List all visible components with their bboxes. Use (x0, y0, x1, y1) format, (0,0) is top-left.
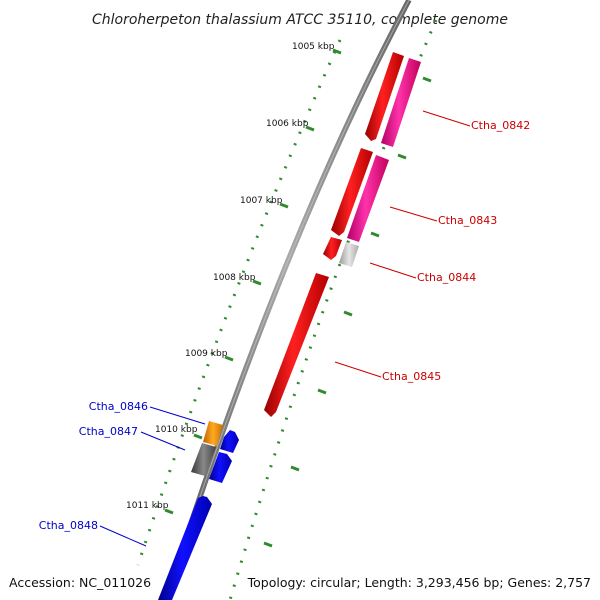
forward-leaders (334, 110, 471, 378)
footer-right-bg (255, 570, 600, 592)
genome-summary-text: Topology: circular; Length: 3,293,456 bp… (247, 575, 591, 590)
reverse-leaders (99, 406, 206, 547)
label-ctha-0843[interactable]: Ctha_0843 (438, 214, 497, 227)
cds-ctha-0842[interactable] (381, 58, 421, 147)
gene-ctha-0846[interactable] (203, 421, 223, 446)
label-ctha-0844[interactable]: Ctha_0844 (417, 271, 476, 284)
gene-ctha-0844[interactable] (323, 237, 342, 260)
pseudo-ctha-0844[interactable] (339, 242, 359, 267)
gene-ctha-0846-blue[interactable] (220, 430, 239, 453)
scale-label-1007: 1007 kbp (240, 196, 283, 206)
reverse-genes (158, 421, 239, 600)
scale-label-1011: 1011 kbp (126, 501, 169, 511)
outer-tick-track (228, 19, 438, 600)
scale-label-1008: 1008 kbp (213, 273, 256, 283)
label-ctha-0847[interactable]: Ctha_0847 (79, 425, 138, 438)
gene-ctha-0845[interactable] (264, 273, 329, 417)
map-title: Chloroherpeton thalassium ATCC 35110, co… (92, 12, 508, 28)
accession-text: Accession: NC_011026 (9, 575, 151, 590)
scale-label-1009: 1009 kbp (185, 349, 228, 359)
label-ctha-0846[interactable]: Ctha_0846 (89, 400, 148, 413)
scale-label-1006: 1006 kbp (266, 119, 309, 129)
scale-label-1010: 1010 kbp (155, 425, 198, 435)
gene-ctha-0848[interactable] (158, 496, 212, 600)
gene-ctha-0843[interactable] (331, 148, 373, 236)
scale-label-1005: 1005 kbp (292, 42, 335, 52)
footer-left-bg (0, 570, 150, 592)
cds-ctha-0843[interactable] (347, 155, 389, 242)
major-ticks-outer (263, 76, 432, 548)
label-ctha-0848[interactable]: Ctha_0848 (39, 519, 98, 532)
label-ctha-0845[interactable]: Ctha_0845 (382, 370, 441, 383)
major-ticks-inner (164, 48, 342, 515)
gene-ctha-0842[interactable] (365, 52, 404, 141)
gene-ctha-0847-blue[interactable] (209, 452, 232, 483)
gene-ctha-0847[interactable] (191, 443, 216, 476)
label-ctha-0842[interactable]: Ctha_0842 (471, 119, 530, 132)
forward-genes (264, 52, 421, 417)
